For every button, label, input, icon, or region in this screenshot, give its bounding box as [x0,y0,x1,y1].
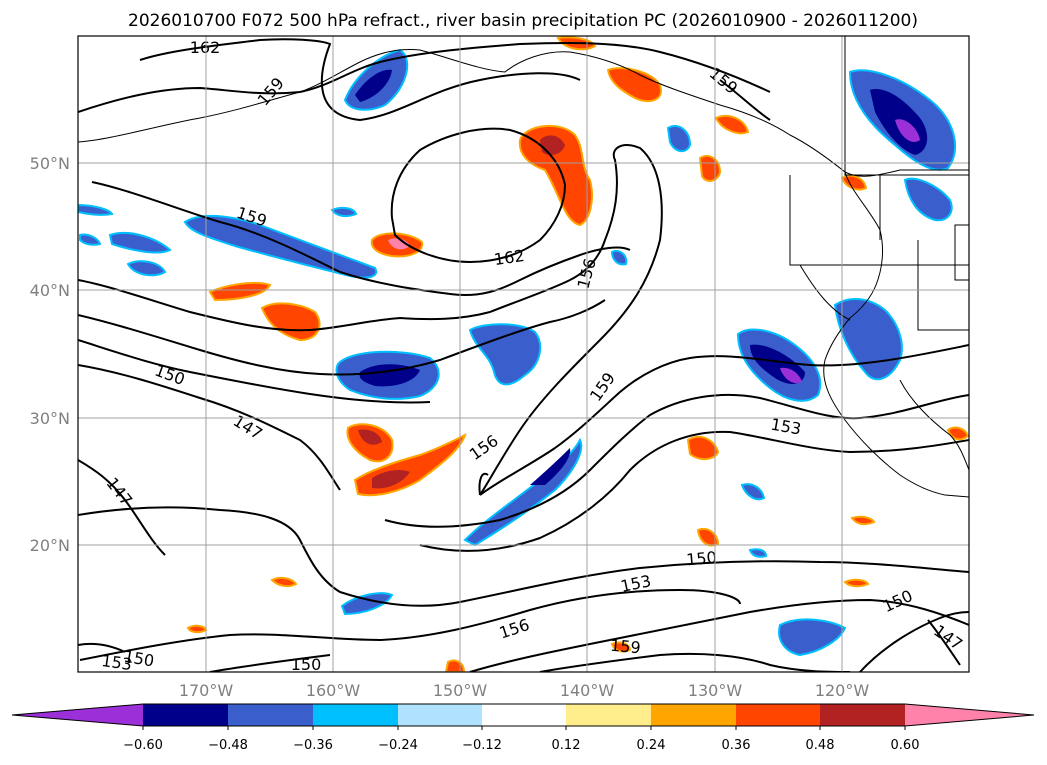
colorbar-extend-min [12,704,143,726]
colorbar-tick-label: −0.36 [293,738,333,753]
colorbar-segment [566,704,651,726]
contour-label: 153 [100,651,133,674]
longitude-labels: 170°W 160°W 150°W 140°W 130°W 120°W [179,681,870,700]
colorbar-tick-label: 0.24 [637,738,666,753]
map-frame [77,35,970,673]
colorbar-segment [736,704,820,726]
negative-anomaly-areas [78,48,957,657]
lon-label: 160°W [306,681,361,700]
colorbar-segment [143,704,228,726]
colorbar-tick-label: −0.48 [208,738,248,753]
colorbar-extend-max [905,704,1034,726]
colorbar-ticks [142,726,906,730]
map-panel: 162 159 159 159 162 156 159 150 147 147 … [30,35,970,700]
lat-label: 20°N [30,536,70,555]
map-title: 2026010700 F072 500 hPa refract., river … [128,11,918,31]
colorbar-tick-label: 0.48 [806,738,835,753]
colorbar-tick-label: −0.12 [462,738,502,753]
contour-label: 150 [685,548,717,570]
contour-lines [78,38,969,672]
colorbar-tick-label: 0.36 [722,738,751,753]
coastlines [78,36,969,498]
colorbar-segment [228,704,313,726]
lon-label: 120°W [815,681,870,700]
contour-label: 159 [609,636,641,658]
colorbar-tick-label: 0.60 [891,738,920,753]
lon-label: 150°W [433,681,488,700]
colorbar-segment [820,704,905,726]
lon-label: 130°W [688,681,743,700]
lon-label: 170°W [179,681,234,700]
lat-label: 50°N [30,154,70,173]
graticule [78,36,969,672]
colorbar-segment [313,704,398,726]
contour-label: 162 [493,246,526,269]
contour-label: 162 [190,38,221,57]
colorbar-tick-label: −0.24 [378,738,418,753]
contour-label: 150 [291,655,322,674]
colorbar-tick-label: −0.60 [123,738,163,753]
colorbar-segment [398,704,482,726]
colorbar-segment [482,704,566,726]
colorbar-segment [651,704,736,726]
colorbar: −0.60 −0.48 −0.36 −0.24 −0.12 0.12 0.24 … [11,703,1035,753]
lat-label: 30°N [30,409,70,428]
lon-label: 140°W [560,681,615,700]
lat-label: 40°N [30,281,70,300]
colorbar-tick-label: 0.12 [552,738,581,753]
latitude-labels: 50°N 40°N 30°N 20°N [30,154,70,555]
